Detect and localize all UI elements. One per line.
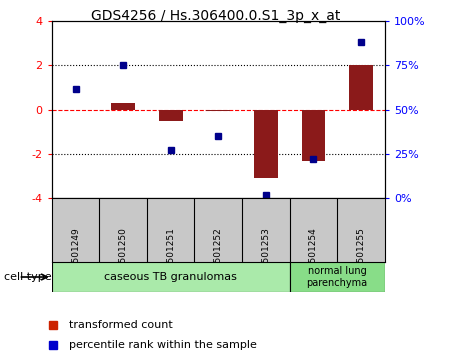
Text: GSM501250: GSM501250 [119,227,128,282]
Bar [290,262,385,292]
Text: percentile rank within the sample: percentile rank within the sample [69,340,257,350]
Text: cell type: cell type [4,272,52,282]
Text: GSM501253: GSM501253 [261,227,270,282]
Text: GSM501255: GSM501255 [356,227,365,282]
Text: GSM501249: GSM501249 [71,227,80,282]
Text: GSM501254: GSM501254 [309,227,318,282]
Text: GSM501251: GSM501251 [166,227,175,282]
Bar [254,110,278,178]
Text: caseous TB granulomas: caseous TB granulomas [104,272,237,282]
Text: normal lung
parenchyma: normal lung parenchyma [306,266,368,288]
Bar [349,65,373,110]
Text: GDS4256 / Hs.306400.0.S1_3p_x_at: GDS4256 / Hs.306400.0.S1_3p_x_at [91,9,341,23]
Text: transformed count: transformed count [69,320,173,330]
Bar [159,110,183,121]
Bar [52,262,290,292]
Bar [302,110,325,161]
Text: GSM501252: GSM501252 [214,227,223,282]
Bar [207,110,230,111]
Bar [111,103,135,110]
